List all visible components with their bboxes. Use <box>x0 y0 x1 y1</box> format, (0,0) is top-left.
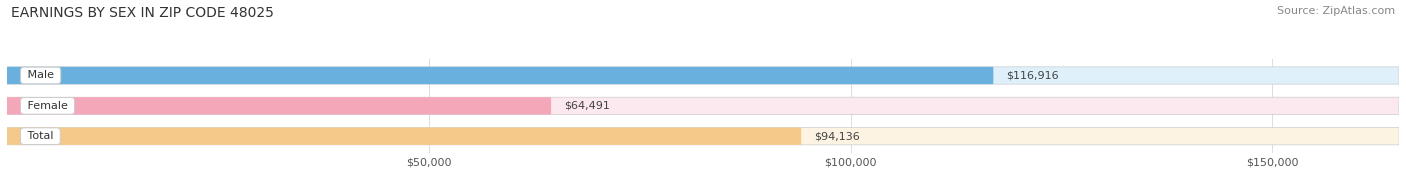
Text: EARNINGS BY SEX IN ZIP CODE 48025: EARNINGS BY SEX IN ZIP CODE 48025 <box>11 6 274 20</box>
Text: Source: ZipAtlas.com: Source: ZipAtlas.com <box>1277 6 1395 16</box>
FancyBboxPatch shape <box>7 67 1399 84</box>
Text: Female: Female <box>24 101 72 111</box>
FancyBboxPatch shape <box>7 67 993 84</box>
FancyBboxPatch shape <box>7 97 551 114</box>
Text: Male: Male <box>24 71 58 81</box>
Text: $64,491: $64,491 <box>564 101 610 111</box>
Text: $94,136: $94,136 <box>814 131 859 141</box>
FancyBboxPatch shape <box>7 97 1399 114</box>
Text: Total: Total <box>24 131 56 141</box>
FancyBboxPatch shape <box>7 128 1399 145</box>
Text: $116,916: $116,916 <box>1005 71 1059 81</box>
FancyBboxPatch shape <box>7 128 801 145</box>
